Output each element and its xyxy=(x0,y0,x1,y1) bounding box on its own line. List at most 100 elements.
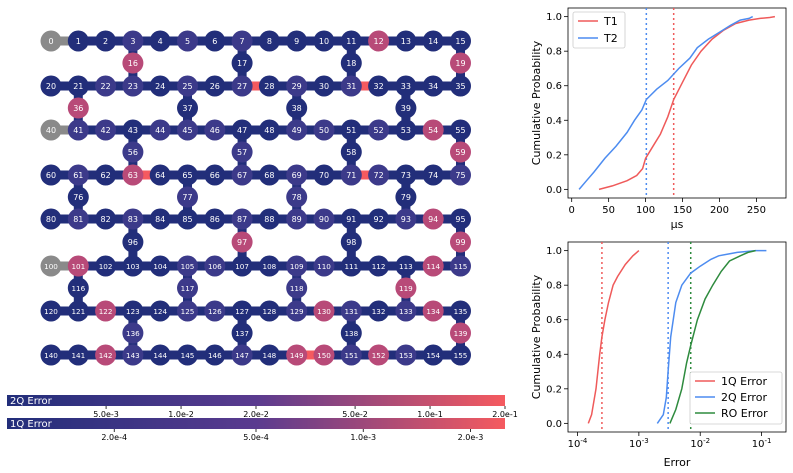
colorbar-tick-label: 2.0e-3 xyxy=(458,433,484,442)
qubit-label-83: 83 xyxy=(128,215,138,224)
qubit-65 xyxy=(177,164,198,186)
qubit-143 xyxy=(122,344,144,366)
series-line-2q-error xyxy=(656,249,767,424)
qubit-90 xyxy=(313,208,335,230)
qubit-label-78: 78 xyxy=(292,193,302,202)
plot1-frame xyxy=(567,7,787,199)
qubit-108 xyxy=(258,255,280,277)
y-tick-label: 0.2 xyxy=(546,150,562,161)
qubit-label-114: 114 xyxy=(426,262,440,271)
qubit-14 xyxy=(422,30,444,52)
qubit-label-46: 46 xyxy=(210,126,220,135)
colorbar-2q-gradient xyxy=(7,395,505,406)
qubit-label-26: 26 xyxy=(210,82,220,91)
qubit-39 xyxy=(395,97,417,119)
qubit-153 xyxy=(395,344,417,366)
qubit-label-108: 108 xyxy=(263,262,277,271)
qubit-148 xyxy=(258,344,280,366)
qubit-18 xyxy=(340,52,362,74)
qubit-91 xyxy=(340,208,362,230)
qubit-139 xyxy=(450,322,471,344)
qubit-149 xyxy=(286,344,308,366)
qubit-label-8: 8 xyxy=(267,37,272,46)
colorbar-tick-label: 5.0e-4 xyxy=(243,433,269,442)
qubit-155 xyxy=(450,344,471,366)
qubit-label-113: 113 xyxy=(399,262,413,271)
qubit-label-144: 144 xyxy=(153,351,167,360)
qubit-45 xyxy=(177,119,198,141)
qubit-11 xyxy=(340,30,362,52)
qubit-label-4: 4 xyxy=(158,37,163,46)
qubit-101 xyxy=(67,255,89,277)
x-tick-label: 250 xyxy=(747,205,766,216)
plot1-vlines xyxy=(645,8,675,198)
qubit-154 xyxy=(422,344,444,366)
qubit-label-29: 29 xyxy=(292,82,302,91)
qubit-0 xyxy=(40,30,62,52)
qubit-label-145: 145 xyxy=(181,351,195,360)
qubit-129 xyxy=(286,300,308,322)
qubit-131 xyxy=(340,300,362,322)
qubit-127 xyxy=(231,300,253,322)
qubit-119 xyxy=(395,277,417,299)
qubit-66 xyxy=(204,164,226,186)
plot1-legend: T1 T2 xyxy=(572,11,626,49)
qubit-89 xyxy=(286,208,308,230)
qubit-label-116: 116 xyxy=(71,284,85,293)
qubit-label-22: 22 xyxy=(101,82,111,91)
qubit-label-0: 0 xyxy=(48,37,53,46)
qubit-label-146: 146 xyxy=(208,351,222,360)
qubit-75 xyxy=(450,164,471,186)
qubit-68 xyxy=(258,164,280,186)
qubit-10 xyxy=(313,30,335,52)
x-tick-label: 200 xyxy=(710,205,729,216)
qubit-label-58: 58 xyxy=(346,148,356,157)
qubit-125 xyxy=(177,300,198,322)
qubit-69 xyxy=(286,164,308,186)
qubit-36 xyxy=(67,97,89,119)
qubit-label-60: 60 xyxy=(46,171,56,180)
qubit-54 xyxy=(422,119,444,141)
qubit-141 xyxy=(67,344,89,366)
qubit-102 xyxy=(95,255,117,277)
qubit-7 xyxy=(231,30,253,52)
qubit-label-33: 33 xyxy=(401,82,411,91)
qubit-82 xyxy=(95,208,117,230)
qubit-label-84: 84 xyxy=(155,215,165,224)
qubit-74 xyxy=(422,164,444,186)
qubit-label-51: 51 xyxy=(346,126,356,135)
qubit-label-109: 109 xyxy=(290,262,304,271)
qubit-label-19: 19 xyxy=(455,59,465,68)
qubit-label-43: 43 xyxy=(128,126,138,135)
qubit-80 xyxy=(40,208,62,230)
qubit-label-73: 73 xyxy=(401,171,411,180)
qubit-label-6: 6 xyxy=(212,37,217,46)
qubit-29 xyxy=(286,75,308,97)
legend-ro-label: RO Error xyxy=(721,407,768,420)
qubit-label-89: 89 xyxy=(292,215,302,224)
qubit-label-39: 39 xyxy=(401,104,411,113)
colorbar-tick-label: 1.0e-3 xyxy=(350,433,376,442)
qubit-label-52: 52 xyxy=(374,126,384,135)
qubit-label-119: 119 xyxy=(399,284,413,293)
qubit-label-74: 74 xyxy=(428,171,438,180)
qubit-label-137: 137 xyxy=(235,329,249,338)
qubit-label-104: 104 xyxy=(153,262,167,271)
qubit-83 xyxy=(122,208,144,230)
qubit-label-10: 10 xyxy=(319,37,329,46)
qubit-17 xyxy=(231,52,253,74)
qubit-67 xyxy=(231,164,253,186)
qubit-126 xyxy=(204,300,226,322)
qubit-23 xyxy=(122,75,144,97)
qubit-115 xyxy=(450,255,471,277)
colorbar-1q-gradient xyxy=(7,418,505,429)
qubit-label-133: 133 xyxy=(399,307,413,316)
x-tick-label: 150 xyxy=(673,205,692,216)
y-tick-label: 0.2 xyxy=(546,384,562,395)
qubit-138 xyxy=(340,322,362,344)
qubit-label-122: 122 xyxy=(99,307,113,316)
x-tick-label: 0 xyxy=(569,205,575,216)
qubit-label-101: 101 xyxy=(71,262,85,271)
qubit-58 xyxy=(340,141,362,163)
